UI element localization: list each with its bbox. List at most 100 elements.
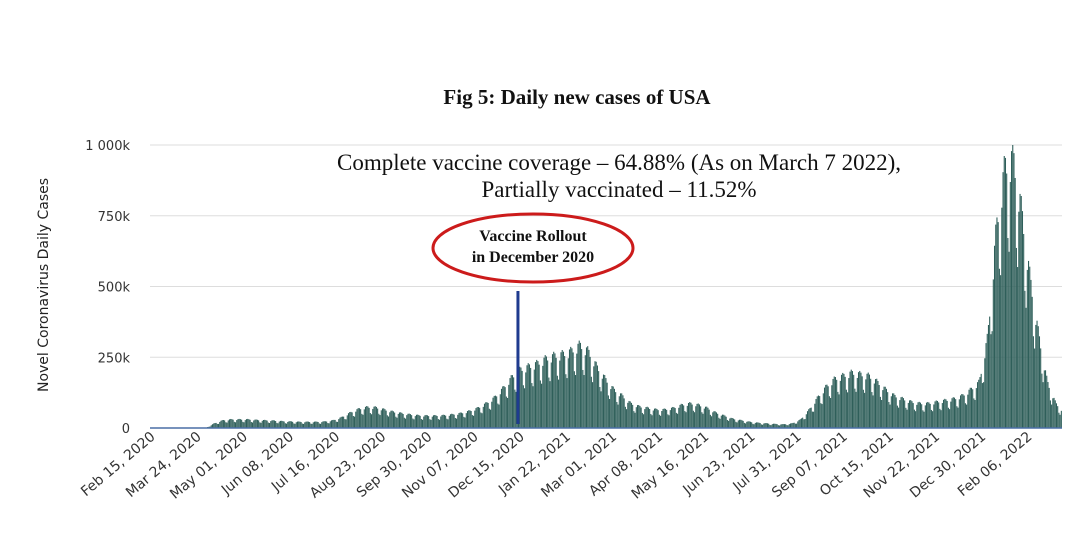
bar-day	[491, 401, 493, 428]
bar-day	[879, 396, 881, 428]
bar-day	[547, 360, 549, 428]
bar-day	[505, 396, 507, 428]
bar-day	[786, 425, 788, 428]
bar-day	[692, 410, 694, 428]
bar-day	[417, 414, 419, 428]
bar-day	[286, 423, 288, 428]
bar-day	[787, 425, 789, 428]
bar-day	[578, 340, 580, 428]
bar-day	[1034, 348, 1036, 428]
bar-day	[1009, 181, 1011, 428]
bar-day	[939, 408, 941, 428]
bar-day	[429, 419, 431, 428]
bar-day	[834, 377, 836, 428]
bar-day	[303, 423, 305, 428]
bar-day	[423, 416, 425, 428]
bar-day	[979, 377, 981, 428]
bar-day	[255, 419, 257, 428]
bar-day	[378, 413, 380, 428]
bar-day	[788, 424, 790, 428]
bar-day	[678, 407, 680, 428]
bar-day	[351, 412, 353, 428]
bar-day	[247, 418, 249, 428]
bar-day	[459, 412, 461, 428]
bar-day	[1055, 403, 1058, 428]
bar-day	[418, 415, 420, 428]
bar-day	[1008, 251, 1010, 428]
bar-day	[647, 407, 649, 428]
bar-day	[283, 421, 285, 428]
bar-day	[816, 396, 818, 428]
bar-day	[732, 418, 734, 428]
bar-day	[328, 423, 330, 428]
bar-day	[239, 419, 241, 428]
bar-day	[271, 420, 273, 428]
bar-day	[534, 362, 537, 428]
bar-day	[644, 409, 646, 428]
bar-day	[805, 414, 807, 428]
bar-day	[758, 422, 760, 428]
bar-day	[498, 404, 500, 428]
bar-day	[545, 356, 547, 428]
bar-day	[436, 416, 438, 428]
bar-day	[1049, 400, 1051, 428]
bar-day	[1058, 412, 1060, 428]
bar-day	[887, 392, 889, 428]
bar-day	[668, 415, 670, 428]
bar-day	[601, 378, 603, 428]
bar-day	[1001, 207, 1003, 428]
bar-day	[609, 398, 611, 428]
bar-day	[827, 386, 829, 428]
bar-day	[746, 421, 748, 428]
bar-day	[844, 376, 846, 428]
bar-day	[815, 399, 817, 428]
bar-day	[409, 414, 411, 428]
bar-day	[473, 415, 475, 428]
bar-day	[488, 408, 490, 428]
bar-day	[851, 371, 853, 428]
bar-day	[706, 406, 708, 428]
bar-day	[561, 350, 563, 428]
bar-day	[894, 394, 896, 428]
bar-day	[1019, 193, 1021, 428]
bar-day	[532, 386, 534, 428]
bar-day	[222, 420, 224, 428]
bar-day	[684, 411, 686, 428]
bar-day	[836, 379, 838, 428]
bar-day	[800, 418, 802, 428]
bar-day	[278, 421, 280, 428]
bar-day	[613, 388, 615, 428]
bar-day	[420, 419, 422, 428]
bar-day	[346, 415, 348, 428]
bar-day	[248, 419, 250, 428]
bar-day	[976, 382, 979, 428]
bar-day	[813, 411, 815, 428]
bar-day	[490, 409, 492, 428]
bar-day	[1030, 279, 1032, 428]
bar-day	[938, 402, 940, 428]
bar-day	[917, 402, 919, 428]
bar-day	[860, 372, 862, 428]
bar-day	[432, 415, 435, 428]
bar-day	[265, 420, 267, 428]
bar-day	[492, 397, 494, 428]
bar-day	[764, 423, 766, 428]
bar-day	[402, 413, 404, 428]
bar-day	[559, 360, 561, 428]
bar-day	[556, 375, 558, 428]
bar-day	[307, 421, 309, 428]
bar-day	[262, 420, 265, 428]
bar-day	[1021, 211, 1024, 428]
bar-day	[485, 402, 487, 428]
bar-day	[373, 406, 375, 428]
bar-day	[712, 412, 714, 428]
bar-day	[214, 423, 216, 428]
bar-day	[235, 422, 237, 428]
bar-day	[961, 394, 963, 428]
bar-day	[323, 421, 325, 428]
bar-day	[745, 423, 747, 428]
bar-day	[1028, 260, 1030, 428]
bar-day	[870, 378, 872, 428]
bar-day	[392, 411, 394, 428]
bar-day	[1032, 336, 1034, 428]
